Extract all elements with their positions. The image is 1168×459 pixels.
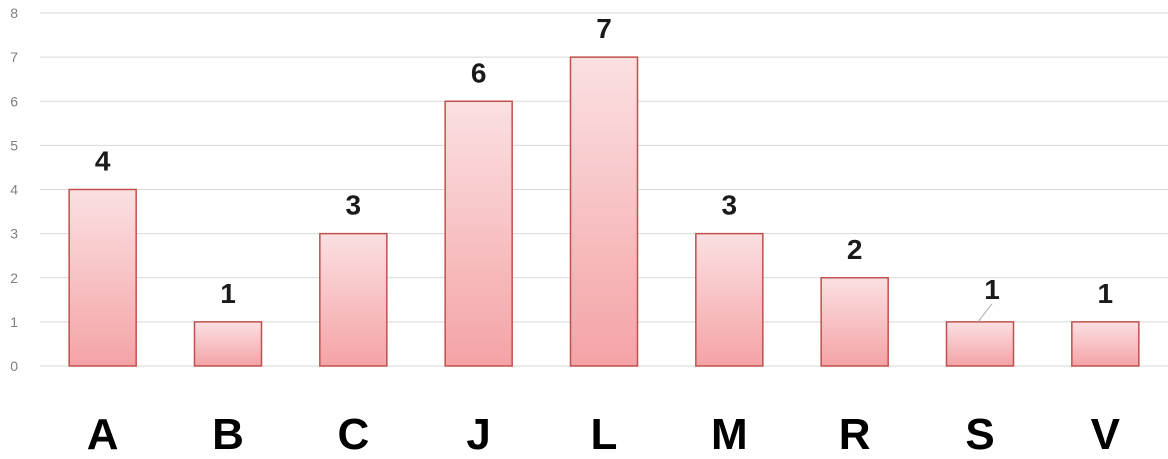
- category-label-M: M: [711, 410, 748, 459]
- category-label-R: R: [839, 410, 871, 459]
- y-tick-label: 5: [10, 137, 18, 153]
- data-label-A: 4: [95, 146, 111, 177]
- data-labels: 4 1 3 6 7 3 2 1 1: [95, 13, 1114, 323]
- category-label-S: S: [965, 410, 994, 459]
- data-label-B: 1: [220, 278, 236, 309]
- category-label-A: A: [87, 410, 119, 459]
- bar-A: [68, 188, 137, 367]
- bar-L: [569, 56, 639, 367]
- data-label-L: 7: [596, 13, 612, 44]
- category-label-B: B: [212, 410, 244, 459]
- category-label-L: L: [591, 410, 618, 459]
- y-tick-label: 6: [10, 93, 18, 109]
- y-tick-label: 4: [10, 182, 18, 198]
- category-label-C: C: [337, 410, 369, 459]
- data-label-R: 2: [847, 234, 863, 265]
- data-label-M: 3: [722, 190, 738, 221]
- y-axis-ticks: 0 1 2 3 4 5 6 7 8: [10, 5, 18, 374]
- data-label-V: 1: [1098, 278, 1114, 309]
- y-tick-label: 1: [10, 314, 18, 330]
- y-tick-label: 8: [10, 5, 18, 21]
- bar-S: [945, 321, 1015, 367]
- bar-J: [444, 100, 513, 367]
- bar-V: [1071, 321, 1140, 367]
- category-label-V: V: [1091, 410, 1121, 459]
- category-label-J: J: [466, 410, 490, 459]
- leader-line-S: [977, 303, 993, 323]
- y-tick-label: 3: [10, 226, 18, 242]
- bar-M: [695, 232, 764, 367]
- data-label-S: 1: [984, 274, 1000, 305]
- bar-C: [319, 232, 388, 367]
- y-tick-label: 0: [10, 358, 18, 374]
- bars: [68, 56, 1140, 367]
- bar-B: [193, 321, 263, 367]
- data-label-J: 6: [471, 57, 487, 88]
- y-tick-label: 7: [10, 49, 18, 65]
- y-tick-label: 2: [10, 270, 18, 286]
- data-label-C: 3: [346, 190, 362, 221]
- bar-R: [820, 277, 889, 367]
